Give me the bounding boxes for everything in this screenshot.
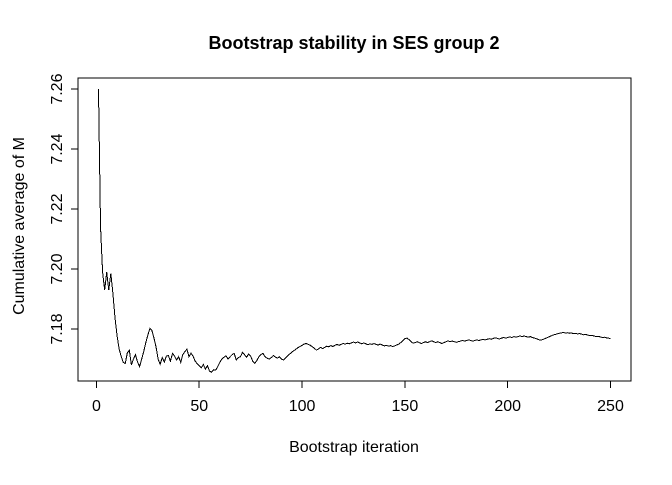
y-tick-label: 7.20 [49, 253, 66, 284]
x-axis-ticks: 0 50 100 150 200 250 [92, 381, 624, 415]
y-tick-label: 7.18 [49, 313, 66, 344]
chart-title: Bootstrap stability in SES group 2 [208, 33, 499, 53]
plot-border [77, 77, 632, 382]
x-tick-label: 150 [392, 398, 419, 415]
x-axis-title: Bootstrap iteration [289, 439, 419, 456]
y-tick-label: 7.22 [49, 193, 66, 224]
x-tick-label: 100 [289, 398, 316, 415]
cumulative-average-line [97, 89, 611, 373]
x-tick-label: 50 [190, 398, 208, 415]
y-axis-title: Cumulative average of M [11, 137, 28, 315]
x-tick-label: 200 [494, 398, 521, 415]
y-tick-label: 7.26 [49, 73, 66, 104]
y-tick-label: 7.24 [49, 133, 66, 164]
y-axis-ticks: 7.18 7.20 7.22 7.24 7.26 [49, 73, 78, 345]
x-tick-label: 0 [92, 398, 101, 415]
x-tick-label: 250 [597, 398, 624, 415]
